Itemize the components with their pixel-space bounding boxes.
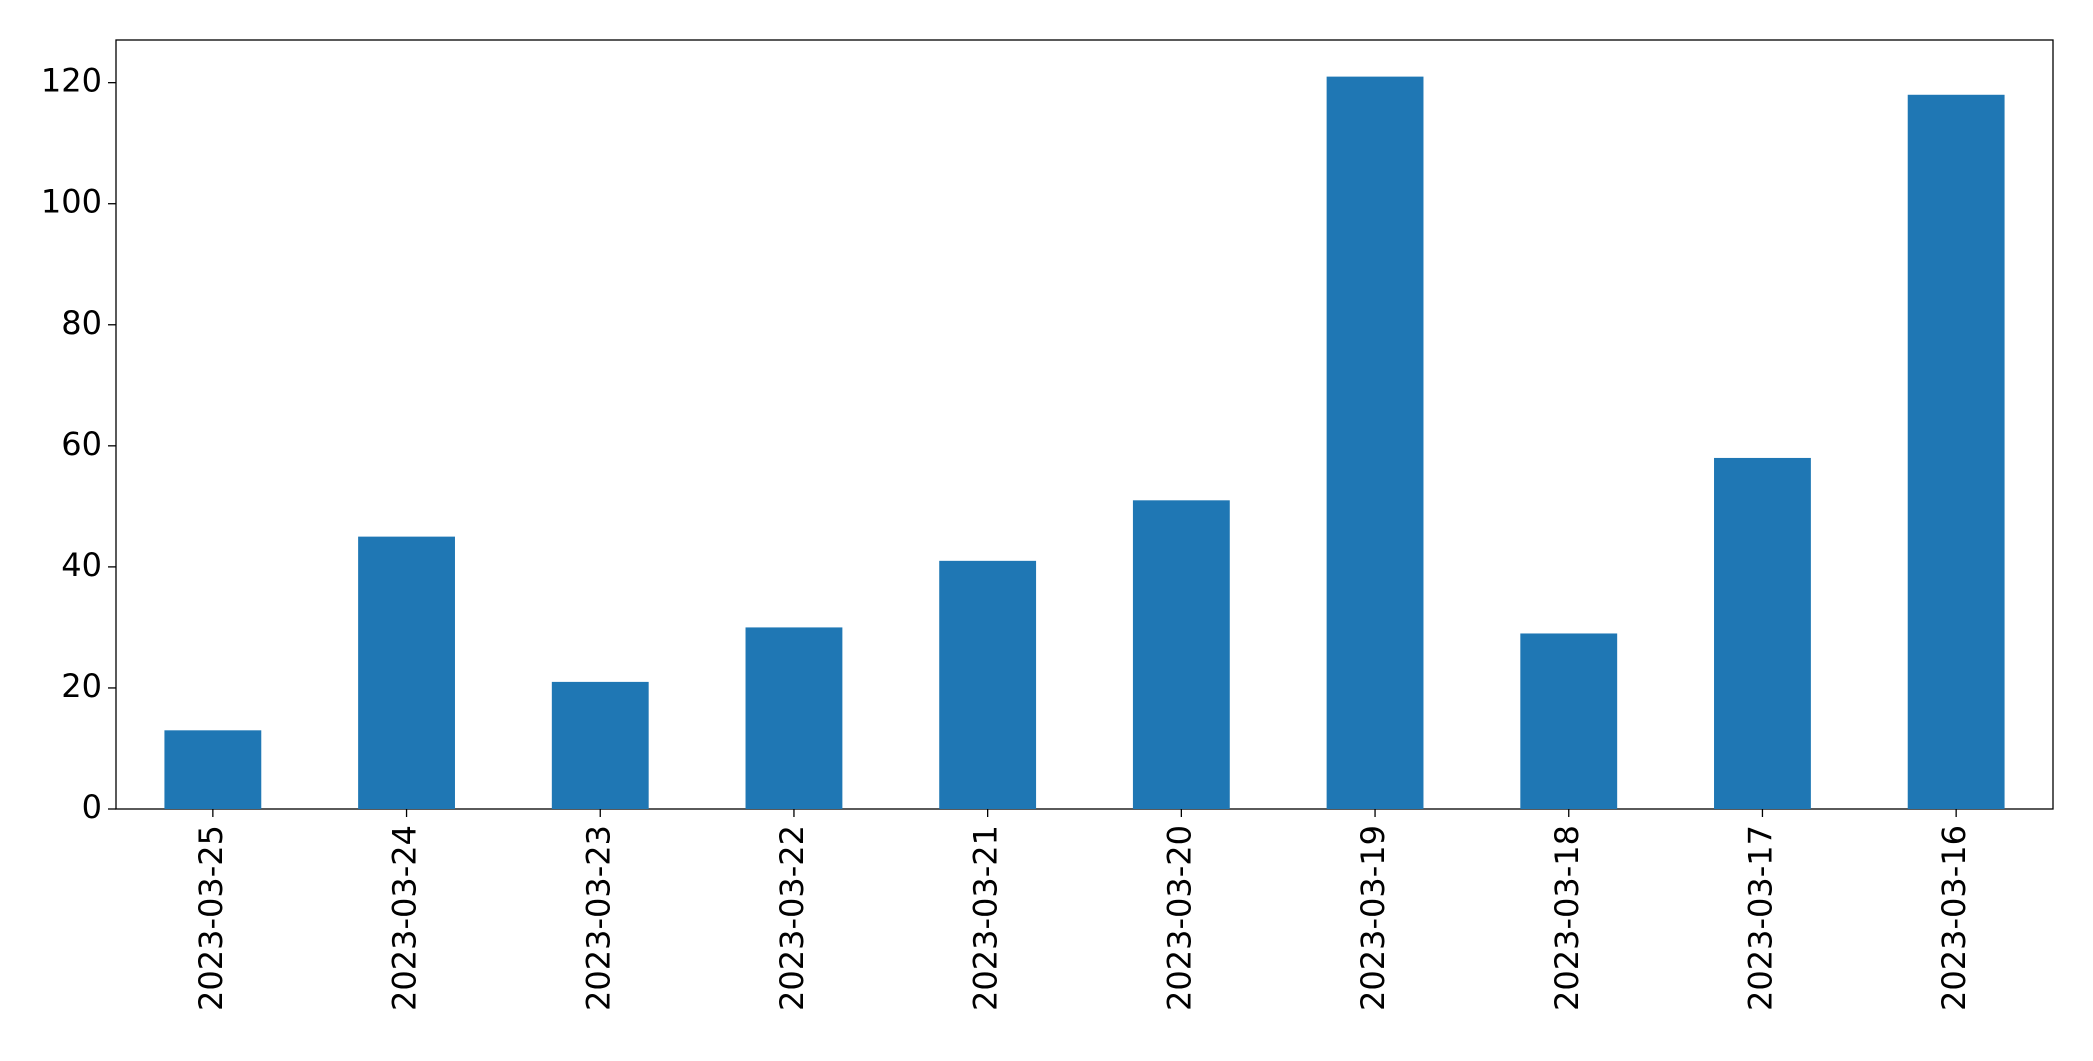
bar	[1326, 76, 1424, 810]
bar	[358, 536, 455, 809]
y-tick-label: 40	[61, 546, 102, 584]
bar	[164, 730, 262, 809]
bar	[1714, 457, 1811, 809]
x-tick-label: 2023-03-16	[1935, 825, 1973, 1011]
y-tick-label: 60	[61, 425, 102, 463]
x-tick-label: 2023-03-22	[773, 825, 811, 1011]
y-tick-label: 80	[61, 304, 102, 342]
x-tick-label: 2023-03-23	[579, 825, 617, 1011]
y-tick-label: 100	[41, 183, 102, 221]
x-tick-label: 2023-03-19	[1354, 825, 1392, 1011]
x-tick-label: 2023-03-24	[386, 825, 424, 1011]
y-tick-label: 120	[41, 62, 102, 100]
x-tick-label: 2023-03-25	[192, 825, 230, 1011]
bar	[1520, 633, 1618, 809]
y-tick-label: 20	[61, 667, 102, 705]
bar	[1132, 500, 1230, 809]
plot-frame	[115, 39, 2054, 810]
y-tick-label: 0	[82, 788, 102, 826]
bar	[745, 627, 843, 809]
x-tick-label: 2023-03-18	[1548, 825, 1586, 1011]
x-tick-label: 2023-03-20	[1160, 825, 1198, 1011]
bar	[551, 681, 649, 809]
bar	[1907, 94, 2005, 810]
x-tick-label: 2023-03-17	[1741, 825, 1779, 1011]
bar	[939, 560, 1037, 809]
x-tick-label: 2023-03-21	[967, 825, 1005, 1011]
